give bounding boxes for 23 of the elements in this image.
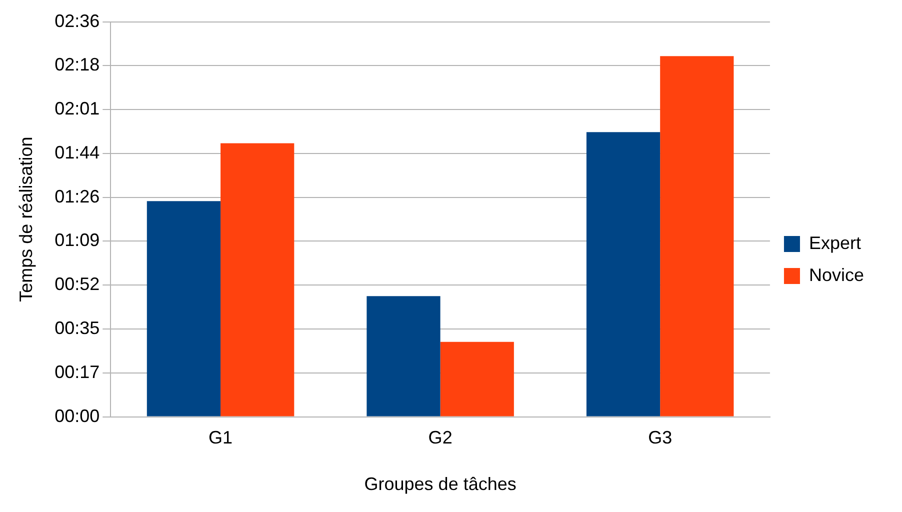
y-tick-label: 01:44	[54, 142, 100, 162]
x-tick-label: G1	[208, 428, 233, 448]
bar	[146, 201, 221, 416]
y-tick-label: 00:52	[54, 274, 100, 294]
y-tick-label: 02:01	[54, 98, 100, 119]
legend-label: Novice	[808, 264, 864, 285]
x-axis-title: Groupes de tâches	[364, 474, 516, 494]
bar	[440, 342, 514, 416]
bar	[366, 296, 440, 416]
bar	[660, 56, 734, 416]
y-axis-title: Temps de réalisation	[16, 136, 36, 302]
y-tick-label: 01:09	[54, 230, 100, 250]
x-tick-label: G2	[428, 428, 452, 448]
y-tick-label: 01:26	[54, 186, 100, 206]
y-tick-label: 02:18	[54, 54, 100, 75]
bar	[220, 143, 294, 416]
y-tick-label: 02:36	[54, 10, 100, 31]
x-tick-label: G3	[648, 428, 672, 448]
legend-label: Expert	[808, 232, 862, 253]
y-tick-label: 00:17	[54, 362, 100, 382]
y-tick-label: 00:35	[54, 318, 100, 338]
bar	[586, 132, 660, 416]
y-tick-label: 00:00	[54, 406, 100, 426]
